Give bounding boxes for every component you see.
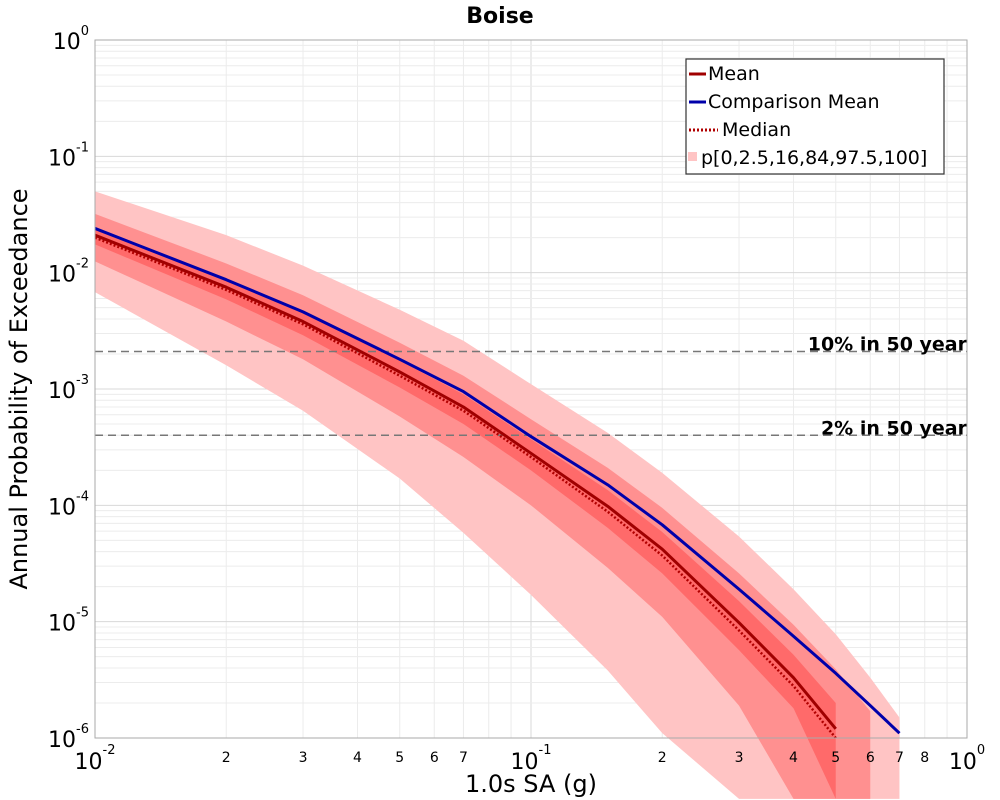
x-minor-tick-label: 5 xyxy=(395,750,404,766)
series-line-1 xyxy=(94,227,901,735)
x-minor-tick-label: 4 xyxy=(789,750,798,766)
x-minor-tick-label: 6 xyxy=(430,750,439,766)
hazard-label-0: 10% in 50 year xyxy=(808,334,968,356)
y-tick-base: 10 xyxy=(53,30,81,55)
x-minor-tick-label: 3 xyxy=(299,750,308,766)
legend: Mean Comparison Mean Median p[0,2.5,16,8… xyxy=(685,58,945,175)
x-minor-tick-label: 2 xyxy=(222,750,231,766)
y-tick-base: 10 xyxy=(48,379,76,404)
x-tick-label: 100 xyxy=(949,743,985,775)
series-line-0 xyxy=(94,233,837,730)
legend-swatch-percentiles xyxy=(688,152,697,161)
y-tick-base: 10 xyxy=(48,612,76,637)
x-axis-label: 1.0s SA (g) xyxy=(465,770,597,798)
hazard-label-1: 2% in 50 year xyxy=(821,417,968,439)
x-minor-tick-label: 2 xyxy=(658,750,667,766)
x-tick-exponent: 0 xyxy=(977,743,985,758)
x-minor-tick-label: 4 xyxy=(353,750,362,766)
y-tick-base: 10 xyxy=(48,495,76,520)
x-minor-tick-label: 7 xyxy=(459,750,468,766)
x-tick-exponent: -2 xyxy=(103,743,116,758)
x-tick-label: 10-2 xyxy=(75,743,116,775)
legend-label-comparison-mean: Comparison Mean xyxy=(708,91,880,113)
legend-box xyxy=(685,58,945,175)
x-minor-tick-label: 6 xyxy=(866,750,875,766)
y-tick-label: 10-3 xyxy=(48,373,89,404)
percentile-bands xyxy=(95,191,900,799)
y-tick-exponent: -1 xyxy=(76,140,89,155)
chart-title: Boise xyxy=(466,4,533,29)
series-line-2 xyxy=(94,236,837,739)
x-tick-base: 10 xyxy=(75,750,103,775)
y-tick-base: 10 xyxy=(48,146,76,171)
y-tick-label: 10-6 xyxy=(48,722,89,753)
y-tick-exponent: -5 xyxy=(76,606,89,621)
y-tick-label: 100 xyxy=(53,24,89,55)
y-tick-exponent: -6 xyxy=(76,722,89,737)
series-lines xyxy=(94,227,901,739)
y-tick-base: 10 xyxy=(48,728,76,753)
x-tick-label: 10-1 xyxy=(511,743,552,775)
x-minor-tick-label: 3 xyxy=(735,750,744,766)
x-tick-exponent: -1 xyxy=(539,743,552,758)
x-tick-base: 10 xyxy=(949,750,977,775)
legend-label-mean: Mean xyxy=(708,63,760,85)
plot-border xyxy=(94,39,968,739)
y-tick-label: 10-1 xyxy=(48,140,89,171)
y-tick-label: 10-5 xyxy=(48,606,89,637)
x-minor-tick-label: 7 xyxy=(895,750,904,766)
y-tick-exponent: -2 xyxy=(76,257,89,272)
y-tick-label: 10-2 xyxy=(48,257,89,288)
y-tick-exponent: 0 xyxy=(81,24,89,39)
y-axis-label: Annual Probability of Exceedance xyxy=(5,188,33,589)
x-minor-tick-label: 8 xyxy=(920,750,929,766)
legend-label-median: Median xyxy=(722,119,791,141)
x-minor-tick-label: 5 xyxy=(831,750,840,766)
x-tick-base: 10 xyxy=(511,750,539,775)
legend-label-percentiles: p[0,2.5,16,84,97.5,100] xyxy=(701,147,927,169)
y-tick-exponent: -3 xyxy=(76,373,89,388)
y-tick-label: 10-4 xyxy=(48,489,89,520)
y-tick-base: 10 xyxy=(48,263,76,288)
y-tick-exponent: -4 xyxy=(76,489,89,504)
